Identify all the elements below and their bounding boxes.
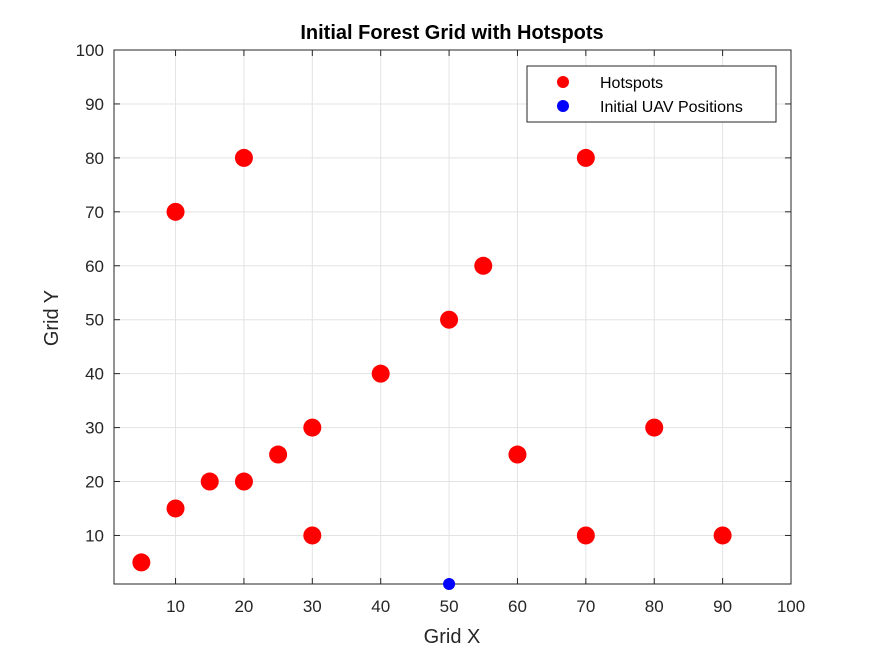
- x-tick-label: 70: [576, 597, 595, 616]
- grid-lines: [114, 49, 792, 584]
- hotspot-point: [371, 364, 390, 383]
- x-tick-label: 30: [303, 597, 322, 616]
- y-tick-label: 60: [85, 257, 104, 276]
- hotspot-point: [645, 418, 664, 437]
- legend-label-hotspots: Hotspots: [600, 75, 663, 92]
- x-tick-label: 20: [234, 597, 253, 616]
- y-tick-label: 50: [85, 311, 104, 330]
- y-tick-label: 10: [85, 526, 104, 545]
- chart-title: Initial Forest Grid with Hotspots: [300, 22, 603, 44]
- hotspot-point: [200, 472, 219, 491]
- hotspot-point: [440, 310, 459, 329]
- hotspot-point: [166, 499, 185, 518]
- y-tick-label: 90: [85, 95, 104, 114]
- y-tick-label: 20: [85, 473, 104, 492]
- y-tick-label: 100: [76, 41, 104, 60]
- hotspot-point: [132, 553, 151, 572]
- hotspot-point: [474, 256, 493, 275]
- legend-marker-hotspots: [557, 76, 569, 88]
- legend-label-uav: Initial UAV Positions: [600, 99, 743, 116]
- axis-ticks: 10 20 30 40 50 60 70 80 90 100 10 20 30 40 50 60 70 80 90 1…: [76, 41, 806, 616]
- y-tick-label: 40: [85, 365, 104, 384]
- data-points: [132, 148, 732, 590]
- y-tick-label: 70: [85, 203, 104, 222]
- x-tick-label: 50: [440, 597, 459, 616]
- legend: Hotspots Initial UAV Positions: [526, 65, 777, 123]
- hotspot-point: [269, 445, 288, 464]
- hotspot-point: [576, 526, 595, 545]
- hotspot-point: [166, 202, 185, 221]
- legend-box: [526, 65, 777, 123]
- x-axis-label: Grid X: [424, 626, 481, 648]
- x-tick-label: 80: [645, 597, 664, 616]
- x-tick-label: 10: [166, 597, 185, 616]
- hotspot-point: [234, 148, 253, 167]
- x-tick-label: 90: [713, 597, 732, 616]
- hotspot-point: [508, 445, 527, 464]
- y-axis-label: Grid Y: [41, 290, 63, 346]
- legend-marker-uav: [557, 100, 569, 112]
- hotspot-point: [303, 418, 322, 437]
- x-tick-label: 60: [508, 597, 527, 616]
- y-tick-label: 30: [85, 419, 104, 438]
- x-tick-label: 100: [777, 597, 805, 616]
- uav-position-point: [443, 578, 456, 590]
- hotspot-point: [303, 526, 322, 545]
- hotspot-point: [576, 148, 595, 167]
- hotspot-point: [234, 472, 253, 491]
- y-tick-label: 80: [85, 149, 104, 168]
- hotspot-point: [713, 526, 732, 545]
- x-tick-label: 40: [371, 597, 390, 616]
